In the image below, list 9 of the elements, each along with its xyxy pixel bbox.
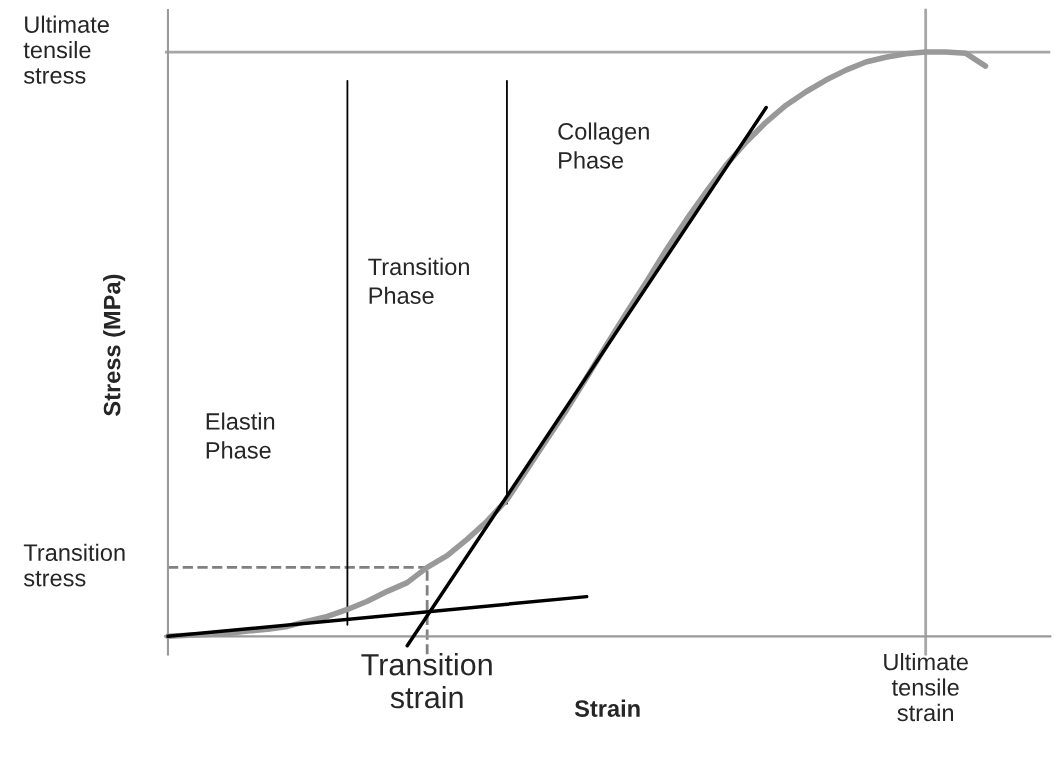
annotation: Transition Phase [368,257,469,304]
ref-line-label: Ultimate tensile stress [23,15,109,84]
annotation: Elastin Phase [206,412,275,459]
ref-line-label: Transition stress [23,543,125,587]
x-tick-label: Transition strain [361,653,492,709]
x-axis-title: Strain [574,699,640,717]
y-axis-title: Stress (MPa) [103,274,126,416]
annotation: Collagen Phase [558,122,649,169]
x-tick-label: Ultimate tensile strain [884,653,968,722]
